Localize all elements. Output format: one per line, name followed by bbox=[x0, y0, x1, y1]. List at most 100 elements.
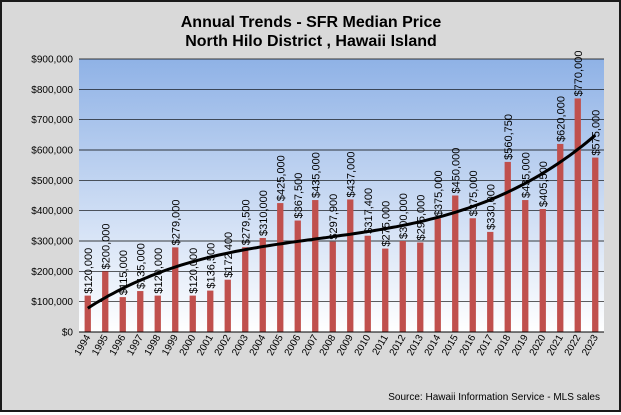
bar bbox=[557, 143, 564, 332]
data-label: $310,000 bbox=[258, 190, 270, 236]
x-tick-label: 2002 bbox=[213, 333, 234, 358]
x-tick-label: 2021 bbox=[545, 333, 566, 358]
bar bbox=[207, 290, 214, 332]
x-tick-label: 2018 bbox=[493, 333, 514, 358]
y-tick-label: $800,000 bbox=[31, 85, 73, 96]
bar bbox=[574, 98, 581, 332]
x-axis: 1994199519961997199819992000200120022003… bbox=[73, 333, 601, 358]
bar bbox=[469, 218, 476, 332]
bar bbox=[522, 200, 529, 332]
bar bbox=[452, 195, 459, 332]
x-tick-label: 2008 bbox=[318, 333, 339, 358]
y-tick-label: $700,000 bbox=[31, 115, 73, 126]
x-tick-label: 2013 bbox=[405, 333, 426, 358]
x-tick-label: 2023 bbox=[580, 333, 601, 358]
y-tick-label: $100,000 bbox=[31, 297, 73, 308]
source-note: Source: Hawaii Information Service - MLS… bbox=[388, 392, 600, 403]
x-tick-label: 2005 bbox=[265, 333, 286, 358]
chart: Annual Trends - SFR Median Price North H… bbox=[31, 14, 604, 403]
bar bbox=[84, 295, 91, 332]
data-label: $620,000 bbox=[555, 96, 567, 142]
bar bbox=[364, 235, 371, 332]
y-axis: $0 $100,000 $200,000 $300,000 $400,000 $500,0… bbox=[31, 55, 73, 339]
y-tick-label: $900,000 bbox=[31, 55, 73, 66]
data-label: $300,000 bbox=[398, 193, 410, 239]
y-tick-label: $400,000 bbox=[31, 206, 73, 217]
x-tick-label: 2006 bbox=[283, 333, 304, 358]
bar bbox=[294, 220, 301, 332]
data-label: $560,750 bbox=[503, 114, 515, 160]
x-tick-label: 2012 bbox=[388, 333, 409, 358]
bar bbox=[172, 247, 179, 332]
x-tick-label: 1996 bbox=[108, 333, 129, 358]
data-label: $297,900 bbox=[328, 194, 340, 240]
bar bbox=[487, 231, 494, 332]
x-tick-label: 2014 bbox=[423, 333, 444, 358]
bar bbox=[189, 295, 196, 332]
data-label: $437,000 bbox=[345, 152, 357, 198]
data-label: $172,400 bbox=[223, 232, 235, 278]
x-tick-label: 2022 bbox=[563, 333, 584, 358]
x-tick-label: 2019 bbox=[510, 333, 531, 358]
bar bbox=[417, 242, 424, 332]
data-label: $450,000 bbox=[450, 148, 462, 194]
x-tick-label: 1998 bbox=[143, 333, 164, 358]
x-tick-label: 2007 bbox=[300, 333, 321, 358]
data-label: $435,000 bbox=[520, 152, 532, 198]
x-tick-label: 1997 bbox=[125, 333, 146, 358]
x-tick-label: 2010 bbox=[353, 333, 374, 358]
bar bbox=[224, 279, 231, 332]
data-label: $375,000 bbox=[468, 170, 480, 216]
bar bbox=[399, 241, 406, 332]
chart-subtitle: North Hilo District , Hawaii Island bbox=[185, 33, 437, 50]
bar bbox=[277, 203, 284, 332]
data-label: $120,000 bbox=[83, 248, 95, 294]
data-label: $367,500 bbox=[293, 173, 305, 219]
x-tick-label: 2015 bbox=[440, 333, 461, 358]
x-tick-label: 1999 bbox=[160, 333, 181, 358]
data-label: $120,000 bbox=[153, 248, 165, 294]
data-label: $435,000 bbox=[310, 152, 322, 198]
y-tick-label: $300,000 bbox=[31, 237, 73, 248]
data-label: $575,000 bbox=[590, 110, 602, 156]
x-tick-label: 2016 bbox=[458, 333, 479, 358]
bar bbox=[539, 208, 546, 332]
bar bbox=[259, 237, 266, 332]
bar bbox=[592, 157, 599, 332]
bar bbox=[434, 218, 441, 332]
data-label: $295,000 bbox=[415, 195, 427, 241]
plot-area bbox=[79, 59, 604, 332]
trend-line bbox=[86, 134, 597, 310]
y-tick-label: $500,000 bbox=[31, 176, 73, 187]
bar bbox=[154, 295, 161, 332]
data-label: $330,000 bbox=[485, 184, 497, 230]
data-label: $275,000 bbox=[380, 201, 392, 247]
x-tick-label: 2001 bbox=[195, 333, 216, 358]
y-tick-label: $0 bbox=[62, 328, 74, 339]
bar bbox=[347, 199, 354, 332]
data-label: $405,500 bbox=[538, 161, 550, 207]
y-tick-label: $600,000 bbox=[31, 146, 73, 157]
x-tick-label: 2020 bbox=[528, 333, 549, 358]
data-labels: $120,000$200,000$115,000 $135,000 $120,000… bbox=[83, 51, 603, 296]
x-tick-label: 1995 bbox=[90, 333, 111, 358]
bar bbox=[242, 247, 249, 332]
gridlines bbox=[79, 58, 604, 303]
chart-title: Annual Trends - SFR Median Price bbox=[181, 14, 442, 31]
bar bbox=[102, 271, 109, 332]
data-label: $120,000 bbox=[188, 248, 200, 294]
x-tick-label: 1994 bbox=[73, 333, 94, 358]
x-tick-label: 2000 bbox=[178, 333, 199, 358]
data-label: $279,000 bbox=[170, 199, 182, 245]
bar bbox=[504, 161, 511, 332]
y-tick-label: $200,000 bbox=[31, 267, 73, 278]
bar bbox=[137, 291, 144, 332]
data-label: $115,000 bbox=[118, 250, 130, 295]
bars bbox=[84, 98, 599, 332]
bar bbox=[382, 248, 389, 332]
bar bbox=[329, 241, 336, 332]
data-label: $317,400 bbox=[363, 188, 375, 234]
x-tick-label: 2004 bbox=[248, 333, 269, 358]
data-label: $136,500 bbox=[205, 243, 217, 289]
